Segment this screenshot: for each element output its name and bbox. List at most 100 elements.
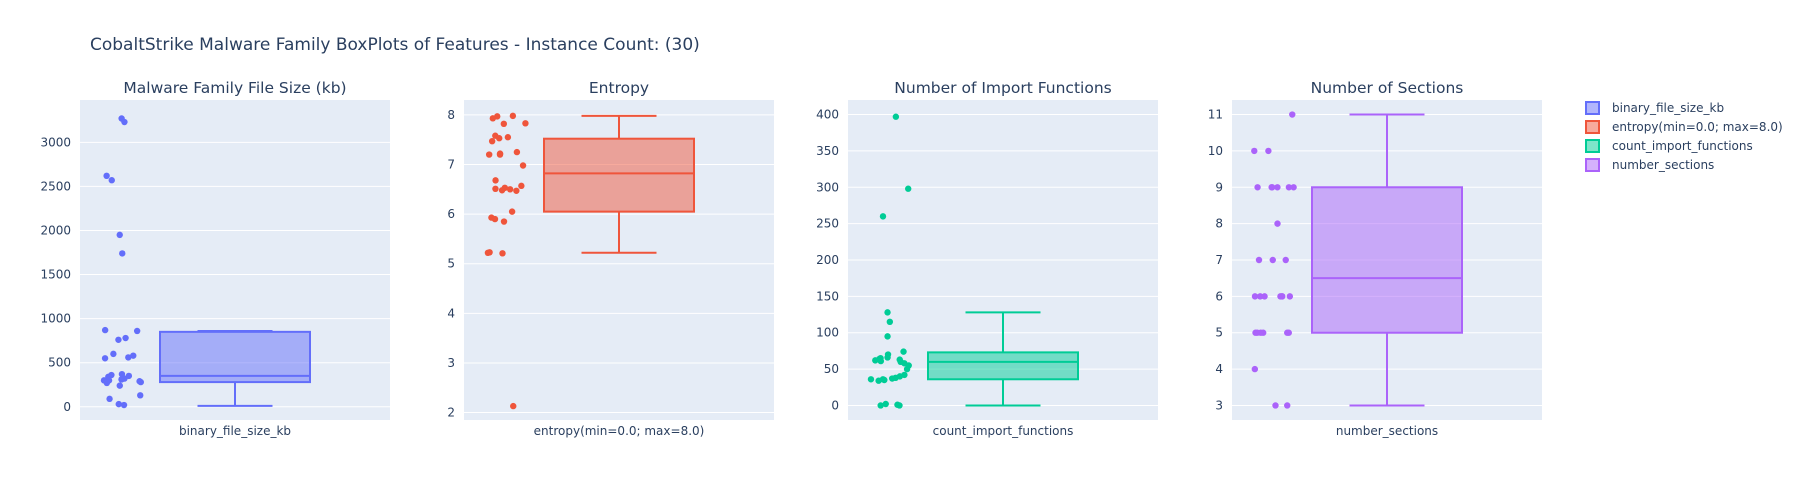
x-tick-label: binary_file_size_kb <box>179 424 291 438</box>
data-point <box>896 402 903 409</box>
data-point <box>905 185 912 192</box>
y-tick-label: 7 <box>1215 253 1223 267</box>
data-point <box>101 326 109 334</box>
data-point <box>886 318 894 326</box>
y-tick-label: 2 <box>447 406 455 420</box>
data-point <box>115 336 122 343</box>
data-point <box>872 357 879 364</box>
subplot-title: Malware Family File Size (kb) <box>123 79 346 97</box>
y-tick-label: 300 <box>816 180 839 194</box>
data-point <box>103 172 110 180</box>
data-point <box>879 213 887 220</box>
data-point <box>1251 147 1258 155</box>
y-tick-label: 200 <box>816 253 839 267</box>
data-point <box>504 134 512 141</box>
data-point <box>1284 329 1291 336</box>
data-point <box>522 120 529 127</box>
data-point <box>1254 184 1261 191</box>
subplot-title: Entropy <box>589 79 649 97</box>
legend-label: number_sections <box>1612 158 1714 172</box>
box-iqr <box>927 351 1079 381</box>
data-point <box>125 354 132 361</box>
legend-swatch <box>1585 120 1600 134</box>
data-point <box>110 350 117 358</box>
data-point <box>1255 256 1263 264</box>
data-point <box>1265 147 1272 155</box>
data-point <box>508 208 516 215</box>
data-point <box>133 327 141 335</box>
data-point <box>892 113 900 120</box>
data-point <box>489 115 497 122</box>
data-point <box>101 355 109 362</box>
data-point <box>509 112 517 120</box>
subplot-number_sections: 3 4 5 6 7 8 9 10 11 Number of Sections number_sect… <box>1208 79 1542 438</box>
data-point <box>1277 293 1284 300</box>
y-tick-label: 7 <box>447 157 455 171</box>
chart-title: CobaltStrike Malware Family BoxPlots of … <box>90 35 700 55</box>
y-tick-label: 1500 <box>40 268 71 282</box>
y-tick-label: 4 <box>447 306 455 320</box>
data-point <box>1272 402 1279 409</box>
data-point <box>506 186 514 193</box>
y-tick-label: 2000 <box>40 223 71 237</box>
data-point <box>106 395 113 403</box>
y-tick-label: 100 <box>816 326 839 340</box>
data-point <box>875 377 882 384</box>
y-tick-label: 3 <box>447 356 455 370</box>
data-point <box>116 231 123 239</box>
data-point <box>1284 402 1291 409</box>
y-tick-label: 150 <box>816 289 839 303</box>
y-tick-label: 50 <box>824 362 839 376</box>
y-tick-label: 0 <box>63 400 71 414</box>
data-point <box>491 215 499 223</box>
data-point <box>1254 329 1261 336</box>
data-point <box>496 135 503 142</box>
y-tick-label: 3 <box>1215 398 1223 412</box>
y-tick-label: 10 <box>1208 144 1223 158</box>
x-tick-label: count_import_functions <box>933 424 1074 438</box>
data-point <box>867 376 875 383</box>
data-point <box>1251 365 1259 373</box>
data-point <box>496 151 504 158</box>
data-point <box>888 375 896 382</box>
subplot-count_import_functions: 0 50 100 150 200 250 300 350 400 Number of Import… <box>816 79 1158 438</box>
y-tick-label: 5 <box>1215 326 1223 340</box>
data-point <box>122 334 129 342</box>
y-tick-label: 6 <box>1215 289 1223 303</box>
data-point <box>513 148 521 156</box>
box-iqr <box>543 137 695 213</box>
data-point <box>1261 293 1268 300</box>
data-point <box>877 402 884 409</box>
legend-swatch <box>1585 139 1600 153</box>
data-point <box>900 348 907 355</box>
x-tick-label: number_sections <box>1336 424 1438 438</box>
data-point <box>108 177 115 184</box>
data-point <box>510 402 517 410</box>
y-tick-label: 350 <box>816 144 839 158</box>
data-point <box>120 401 128 409</box>
y-tick-label: 0 <box>831 398 839 412</box>
y-tick-label: 400 <box>816 108 839 122</box>
subplot-title: Number of Sections <box>1311 79 1464 97</box>
data-point <box>519 162 527 169</box>
subplot-binary_file_size_kb: 0 500 1000 1500 2000 2500 3000 Malware Family F… <box>40 79 390 438</box>
data-point <box>877 357 885 365</box>
data-point <box>118 376 125 383</box>
data-point <box>116 382 123 389</box>
legend-swatch <box>1585 101 1600 115</box>
data-point <box>103 379 111 387</box>
data-point <box>1289 111 1296 118</box>
y-tick-label: 4 <box>1215 362 1223 376</box>
data-point <box>1286 293 1294 300</box>
data-point <box>1282 256 1289 264</box>
data-point <box>881 376 888 384</box>
data-point <box>1274 220 1281 227</box>
y-tick-label: 5 <box>447 257 455 271</box>
data-point <box>499 250 506 257</box>
y-tick-label: 500 <box>48 356 71 370</box>
data-point <box>484 249 492 257</box>
y-tick-label: 3000 <box>40 135 71 149</box>
legend-label: count_import_functions <box>1612 139 1753 153</box>
data-point <box>884 354 891 361</box>
data-point <box>1256 293 1264 300</box>
